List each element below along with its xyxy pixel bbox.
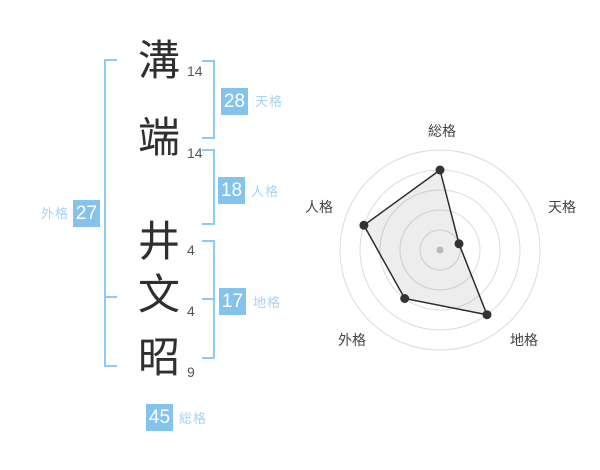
gaikaku-value-badge: 27: [73, 200, 100, 227]
radar-vertex-dots: [359, 165, 492, 320]
bracket-tick: [104, 59, 117, 61]
bracket-tick: [202, 298, 215, 300]
radar-axis-label-jinkaku: 人格: [305, 199, 333, 215]
bracket-tick: [202, 60, 215, 62]
bracket-tick: [202, 137, 215, 139]
bracket-tick: [202, 240, 215, 242]
name-char-5: 昭: [137, 334, 180, 381]
jinkaku-value-badge: 18: [218, 177, 245, 204]
tenkaku-label: 天格: [255, 94, 284, 109]
bracket-tick: [202, 149, 215, 151]
radar-vertex-dot: [454, 239, 464, 249]
bracket-line: [104, 59, 106, 367]
radar-ring: [419, 229, 461, 271]
bracket-tick: [202, 357, 215, 359]
bracket-line: [213, 60, 215, 139]
bracket-line: [213, 149, 215, 225]
radar-center-dot: [436, 246, 444, 254]
radar-data-polygon: [362, 168, 489, 316]
chikaku-label: 地格: [253, 295, 282, 310]
radar-chart: 総格 天格 地格 外格 人格: [290, 100, 590, 400]
tenkaku-value-badge: 28: [221, 88, 248, 115]
stroke-count-5: 9: [187, 364, 195, 380]
radar-vertex-dot: [482, 310, 492, 320]
radar-axis-label-soukaku: 総格: [428, 123, 456, 139]
radar-axis-label-chikaku: 地格: [510, 332, 538, 348]
soukaku-value-badge: 45: [146, 404, 173, 431]
name-char-2: 端: [137, 114, 180, 161]
jinkaku-label: 人格: [251, 184, 280, 199]
radar-ring: [379, 189, 501, 311]
stroke-count-4: 4: [187, 303, 195, 319]
stroke-count-1: 14: [187, 63, 203, 79]
bracket-tick: [104, 296, 117, 298]
stroke-count-2: 14: [187, 145, 203, 161]
radar-axis-label-gaikaku: 外格: [338, 332, 366, 348]
soukaku-label: 総格: [179, 411, 208, 426]
radar-chart-svg: 総格 天格 地格 外格 人格: [305, 123, 576, 351]
radar-vertex-dot: [435, 165, 445, 175]
name-char-1: 溝: [137, 37, 180, 84]
chikaku-value-badge: 17: [219, 288, 246, 315]
gaikaku-label: 外格: [41, 206, 70, 221]
bracket-tick: [202, 223, 215, 225]
radar-axis-label-tenkaku: 天格: [548, 199, 576, 215]
stroke-count-3: 4: [187, 242, 195, 258]
bracket-tick: [104, 365, 117, 367]
radar-vertex-dot: [400, 294, 410, 303]
name-char-3: 井: [137, 218, 180, 265]
radar-ring: [339, 149, 541, 351]
radar-ring: [399, 209, 481, 291]
radar-vertex-dot: [359, 220, 369, 230]
name-char-4: 文: [137, 271, 180, 318]
